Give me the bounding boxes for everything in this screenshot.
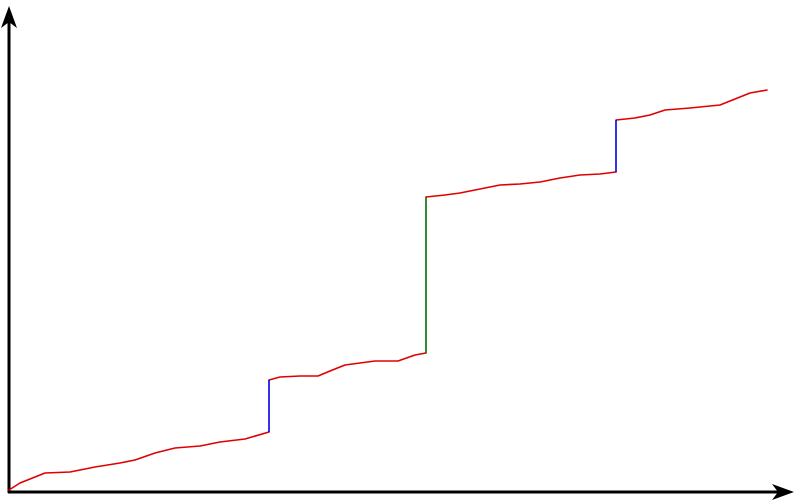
curve-segment [268,352,427,381]
curve-segment [615,89,768,121]
curve-segment [425,171,617,198]
y-axis-arrow [1,6,17,28]
curve-segment [8,431,270,491]
x-axis-arrow [772,484,794,500]
